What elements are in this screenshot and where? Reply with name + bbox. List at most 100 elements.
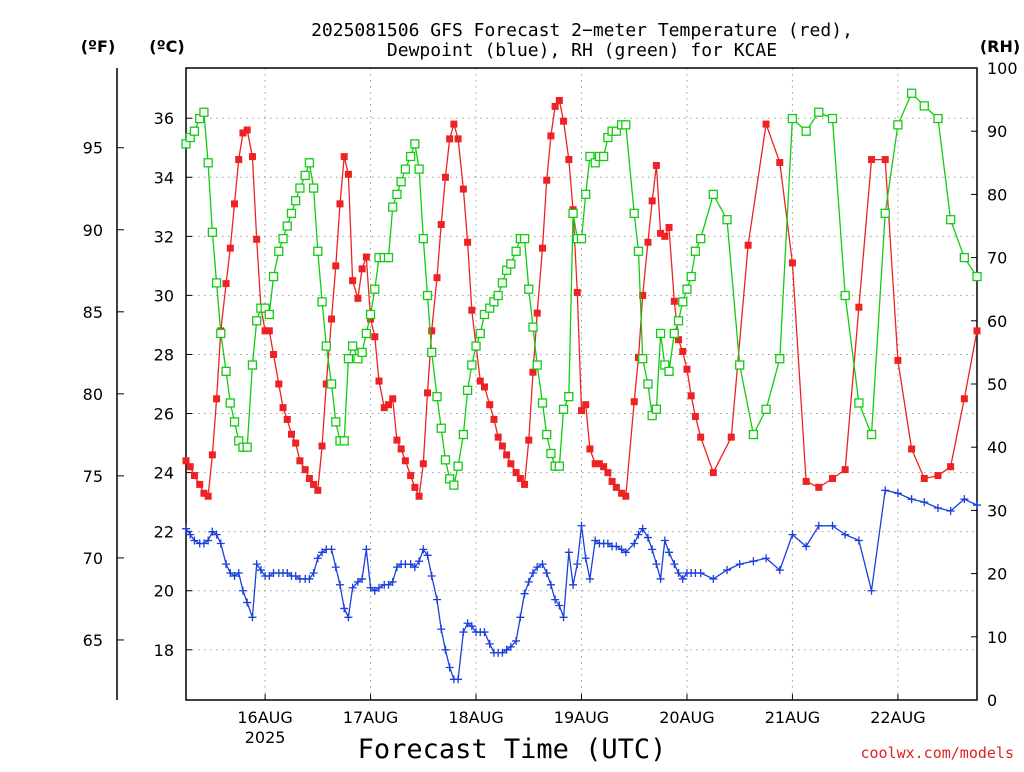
dewpoint-point <box>788 530 797 539</box>
temperature-point <box>573 288 581 296</box>
temperature-point <box>947 463 955 471</box>
rh-point <box>365 309 376 320</box>
x-tick-label: 21AUG <box>765 708 820 727</box>
rh-point <box>467 360 477 370</box>
dewpoint-point <box>585 574 594 583</box>
rh-point <box>268 271 279 282</box>
temperature-point <box>639 291 647 299</box>
temperature-point <box>908 445 916 453</box>
dewpoint-point <box>516 613 525 622</box>
dewpoint-point <box>467 622 476 631</box>
dewpoint-point <box>335 580 344 589</box>
temperature-point <box>551 102 559 110</box>
temperature-point <box>196 480 204 488</box>
temperature-point <box>186 463 194 471</box>
rh-point <box>655 328 666 339</box>
rh-point <box>840 290 850 301</box>
rh-point <box>576 233 587 244</box>
rh-point <box>542 429 552 440</box>
dewpoint-point <box>392 563 401 572</box>
dewpoint-point <box>344 613 353 622</box>
dewpoint-point <box>459 628 468 637</box>
rh-point <box>400 164 411 174</box>
rh-point <box>418 233 428 244</box>
dewpoint-point <box>854 536 863 545</box>
temperature-point <box>687 392 695 400</box>
temperature-point <box>612 483 620 491</box>
dewpoint-point <box>318 548 327 557</box>
temperature-point <box>868 156 876 164</box>
rh-unit-label: (RH) <box>980 37 1020 56</box>
dewpoint-point <box>841 530 850 539</box>
x-tick-sublabel: 2025 <box>245 728 286 747</box>
celsius-tick-label: 34 <box>154 168 174 187</box>
rh-point <box>933 113 943 124</box>
fahrenheit-tick-label: 65 <box>83 631 103 650</box>
dewpoint-point <box>814 521 823 530</box>
temperature-point <box>512 469 520 477</box>
rh-point <box>313 246 323 256</box>
temperature-point <box>762 120 770 128</box>
temperature-point <box>283 415 291 423</box>
dewpoint-point <box>581 554 590 563</box>
dewpoint-point <box>621 548 630 557</box>
rh-point <box>252 316 262 326</box>
temperature-point <box>296 457 304 465</box>
rh-point <box>664 366 674 377</box>
dewpoint-point <box>370 586 379 595</box>
temperature-point <box>322 380 330 388</box>
temperature-point <box>349 277 357 285</box>
celsius-tick-label: 22 <box>154 523 174 542</box>
dewpoint-point <box>485 639 494 648</box>
rh-point <box>247 360 258 370</box>
temperature-point <box>226 244 234 252</box>
temperature-point <box>450 120 458 128</box>
temperature-point <box>235 156 243 164</box>
temperature-point <box>560 117 568 125</box>
dewpoint-point <box>512 636 521 645</box>
rh-point <box>432 391 442 402</box>
rh-point <box>291 196 301 206</box>
temperature-point <box>344 170 352 178</box>
rh-point <box>633 246 644 256</box>
rh-point <box>282 221 292 231</box>
dewpoint-point <box>375 583 384 592</box>
rh-point <box>528 322 538 332</box>
dewpoint-point <box>670 560 679 569</box>
dewpoint-point <box>358 574 367 583</box>
temperature-point <box>622 492 630 500</box>
rh-tick-label: 100 <box>987 59 1018 78</box>
temperature-point <box>709 469 717 477</box>
temperature-point <box>507 460 515 468</box>
rh-point <box>203 158 213 168</box>
rh-point <box>611 126 621 136</box>
dewpoint-point <box>226 569 235 578</box>
rh-point <box>392 189 402 200</box>
temperature-point <box>881 156 889 164</box>
dewpoint-point <box>406 560 415 569</box>
rh-point <box>493 290 503 301</box>
rh-tick-label: 40 <box>987 438 1007 457</box>
rh-point <box>506 259 516 269</box>
temperature-point <box>691 412 699 420</box>
temperature-point <box>318 442 326 450</box>
rh-point <box>471 341 481 351</box>
temperature-point <box>222 280 230 288</box>
rh-point <box>678 297 688 307</box>
dewpoint-point <box>564 548 573 557</box>
dewpoint-point <box>533 563 542 572</box>
rh-point <box>242 442 252 452</box>
fahrenheit-tick-label: 90 <box>83 221 103 240</box>
temperature-point <box>358 265 366 273</box>
temperature-point <box>600 463 608 471</box>
rh-point <box>827 113 838 124</box>
dewpoint-point <box>480 628 489 637</box>
dewpoint-point <box>190 536 199 545</box>
temperature-point <box>270 350 278 358</box>
temperature-point <box>253 235 261 243</box>
dewpoint-point <box>709 574 718 583</box>
temperature-point <box>920 475 928 483</box>
temperature-point <box>661 232 669 240</box>
dewpoint-point <box>528 569 537 578</box>
